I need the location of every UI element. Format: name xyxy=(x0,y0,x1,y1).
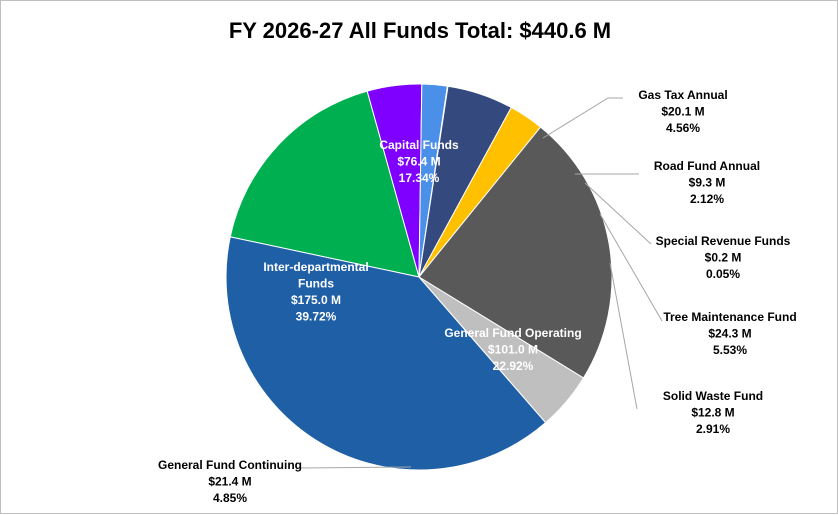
data-label: General Fund Continuing $21.4 M 4.85% xyxy=(158,458,302,505)
data-label: Capital Funds $76.4 M 17.34% xyxy=(379,138,459,185)
leader-line xyxy=(542,97,623,139)
leader-line xyxy=(609,262,638,410)
data-label: Tree Maintenance Fund $24.3 M 5.53% xyxy=(663,310,796,357)
pie-slice-capital-funds xyxy=(229,90,420,278)
data-label: Inter-departmental Funds $175.0 M 39.72% xyxy=(263,260,368,324)
data-label: Solid Waste Fund $12.8 M 2.91% xyxy=(663,389,763,436)
leader-line xyxy=(599,213,663,322)
leader-line xyxy=(300,466,412,469)
data-label: General Fund Operating $101.0 M 22.92% xyxy=(444,326,581,373)
data-label: Road Fund Annual $9.3 M 2.12% xyxy=(654,159,760,206)
pie-slice-general-fund-operating xyxy=(418,126,613,379)
data-label: Special Revenue Funds $0.2 M 0.05% xyxy=(656,234,791,281)
pie-slice-inter-departmental-funds xyxy=(225,236,547,471)
leader-line xyxy=(584,182,652,245)
data-label: Gas Tax Annual $20.1 M 4.56% xyxy=(638,88,727,135)
chart-title: FY 2026-27 All Funds Total: $440.6 M xyxy=(229,18,611,43)
